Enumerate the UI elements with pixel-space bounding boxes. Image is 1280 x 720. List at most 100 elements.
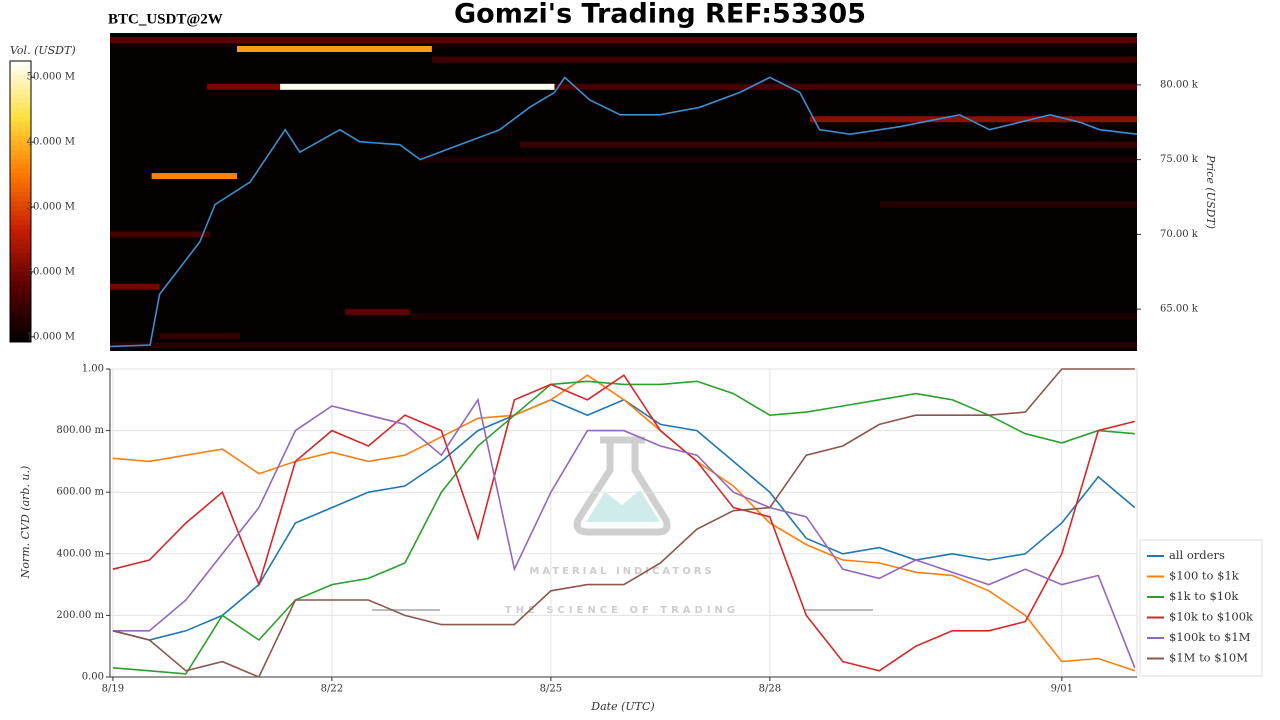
chart-title: Gomzi's Trading REF:53305 xyxy=(454,0,866,30)
cvd-plot-area xyxy=(109,368,1138,678)
y-tick-label: 80.00 k xyxy=(1160,79,1199,90)
colorbar-segment xyxy=(10,327,31,334)
heatmap-band xyxy=(110,283,160,290)
colorbar-segment xyxy=(10,313,31,320)
heatmap-band xyxy=(420,156,1137,163)
colorbar-segment xyxy=(10,93,31,99)
colorbar-segment xyxy=(10,262,31,268)
colorbar-segment xyxy=(10,131,31,137)
y-axis-title: Norm. CVD (arb. u.) xyxy=(19,466,32,580)
colorbar-segment xyxy=(10,267,31,273)
heatmap-band xyxy=(554,83,1137,90)
heatmap-band xyxy=(110,342,1137,349)
colorbar-segment xyxy=(10,135,31,142)
colorbar-segment xyxy=(10,253,31,259)
heatmap-background xyxy=(110,33,1137,351)
heatmap-band xyxy=(880,201,1137,208)
colorbar-segment xyxy=(10,159,31,165)
heatmap-band xyxy=(409,313,1137,320)
colorbar-segment xyxy=(10,84,31,90)
heatmap-band xyxy=(345,309,410,316)
watermark-subtext: THE SCIENCE OF TRADING xyxy=(505,605,739,616)
y-tick-label: 200.00 m xyxy=(56,610,104,621)
colorbar-segment xyxy=(10,168,31,174)
colorbar-segment xyxy=(10,126,31,132)
colorbar-segment xyxy=(10,224,31,231)
colorbar-segment xyxy=(10,304,31,310)
colorbar-segment xyxy=(10,243,31,249)
heatmap-band xyxy=(280,83,555,90)
colorbar-segment xyxy=(10,89,31,95)
colorbar-segment xyxy=(10,238,31,245)
y-tick-label: 0.00 xyxy=(82,672,104,683)
legend-label: $100 to $1k xyxy=(1169,569,1240,583)
x-tick-label: 8/25 xyxy=(540,684,562,695)
colorbar-segment xyxy=(10,248,31,254)
y-tick-label: 75.00 k xyxy=(1160,154,1199,165)
watermark-logo xyxy=(573,436,671,536)
y-axis-title: Price (USDT) xyxy=(1204,154,1217,229)
colorbar-segment xyxy=(10,276,31,282)
colorbar-segment xyxy=(10,154,31,160)
colorbar-segment xyxy=(10,182,31,188)
colorbar-segment xyxy=(10,285,31,291)
chart-subtitle: BTC_USDT@2W xyxy=(108,11,223,27)
legend xyxy=(1139,539,1263,677)
colorbar-tick-label: 40.000 M xyxy=(27,137,75,148)
colorbar-segment xyxy=(10,75,31,81)
colorbar-segment xyxy=(10,187,31,193)
y-tick-label: 70.00 k xyxy=(1160,229,1199,240)
colorbar-segment xyxy=(10,98,31,104)
colorbar-tick-label: 50.000 M xyxy=(27,72,75,83)
colorbar-segment xyxy=(10,117,31,123)
colorbar-segment xyxy=(10,196,31,202)
colorbar-segment xyxy=(10,201,31,207)
colorbar-segment xyxy=(10,173,31,179)
colorbar-segment xyxy=(10,103,31,109)
colorbar-segment xyxy=(10,323,31,329)
heatmap-band xyxy=(159,333,240,340)
x-axis-title: Date (UTC) xyxy=(590,700,654,713)
y-tick-label: 65.00 k xyxy=(1160,304,1199,315)
legend-label: $100k to $1M xyxy=(1169,630,1251,644)
colorbar-tick-label: 20.000 M xyxy=(27,266,75,277)
colorbar-segment xyxy=(10,178,31,184)
colorbar-tick-label: 10.000 M xyxy=(27,331,75,342)
colorbar-segment xyxy=(10,61,31,67)
heatmap-band xyxy=(237,45,432,52)
legend-label: $10k to $100k xyxy=(1169,610,1254,624)
colorbar-segment xyxy=(10,299,31,306)
colorbar-segment xyxy=(10,145,31,151)
colorbar-segment xyxy=(10,79,31,85)
colorbar-segment xyxy=(10,107,31,114)
heatmap xyxy=(110,37,1137,349)
colorbar-segment xyxy=(10,281,31,287)
colorbar-segment xyxy=(10,65,31,71)
colorbar-segment xyxy=(10,220,31,226)
y-tick-label: 400.00 m xyxy=(56,548,104,559)
colorbar-segment xyxy=(10,290,31,296)
heatmap-band xyxy=(520,141,1137,148)
heatmap-band xyxy=(110,231,210,238)
legend-label: $1M to $10M xyxy=(1169,651,1248,665)
legend-label: $1k to $10k xyxy=(1169,589,1239,603)
colorbar-segment xyxy=(10,234,31,240)
colorbar-segment xyxy=(10,206,31,212)
colorbar-segment xyxy=(10,112,31,118)
colorbar-frame xyxy=(9,60,32,343)
cvd-line xyxy=(112,374,1135,672)
y-tick-label: 600.00 m xyxy=(56,487,104,498)
colorbar-segment xyxy=(10,309,31,315)
colorbar-segment xyxy=(10,210,31,217)
watermark-text: MATERIAL INDICATORS xyxy=(529,566,714,577)
cvd-line xyxy=(112,368,1135,679)
x-tick-label: 8/28 xyxy=(759,684,781,695)
heatmap-band xyxy=(431,56,1137,63)
y-tick-label: 1.00 xyxy=(82,364,104,375)
colorbar-segment xyxy=(10,215,31,221)
colorbar-segment xyxy=(10,164,31,170)
colorbar-segment xyxy=(10,332,31,338)
cvd-line xyxy=(112,397,1136,669)
colorbar-tick-label: 30.000 M xyxy=(27,202,75,213)
